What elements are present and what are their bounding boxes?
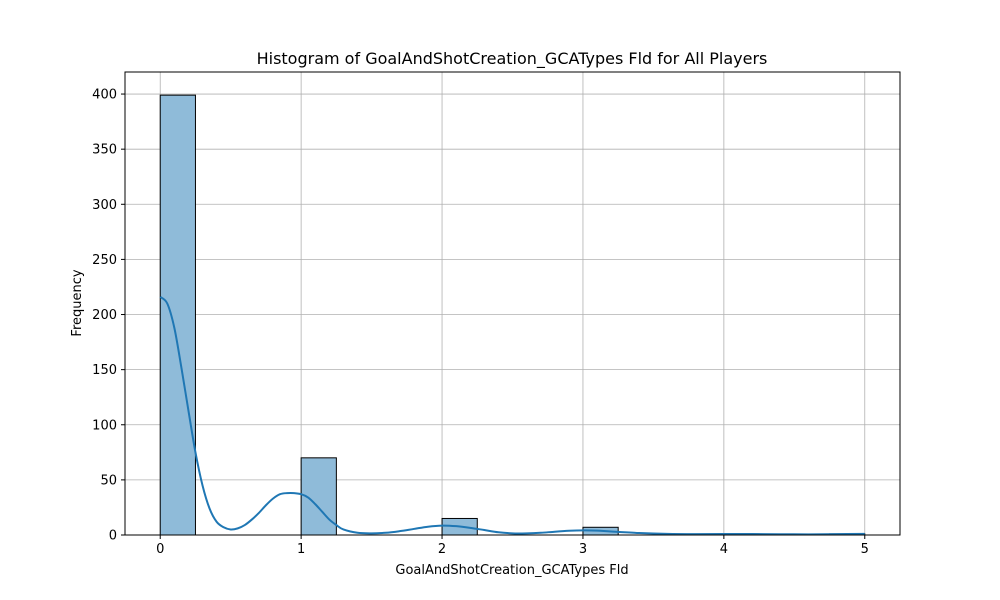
y-tick-label: 50 xyxy=(100,473,117,488)
y-tick-label: 150 xyxy=(92,363,117,378)
x-tick-label: 4 xyxy=(720,542,728,557)
y-tick-label: 200 xyxy=(92,308,117,323)
chart-title: Histogram of GoalAndShotCreation_GCAType… xyxy=(257,49,768,69)
x-axis-ticks: 0 1 2 3 4 5 xyxy=(156,535,869,557)
x-tick-label: 2 xyxy=(438,542,446,557)
y-tick-label: 400 xyxy=(92,88,117,103)
grid-lines xyxy=(125,72,900,536)
y-axis-ticks: 0 50 100 150 200 250 300 350 400 xyxy=(92,88,125,544)
y-tick-label: 300 xyxy=(92,198,117,213)
histogram-bar xyxy=(159,94,196,536)
y-axis-label: Frequency xyxy=(70,269,85,336)
x-tick-label: 0 xyxy=(156,542,164,557)
plot-frame xyxy=(124,71,901,536)
x-tick-label: 5 xyxy=(861,542,869,557)
y-tick-label: 100 xyxy=(92,418,117,433)
y-tick-label: 0 xyxy=(109,529,117,544)
y-tick-label: 250 xyxy=(92,253,117,268)
y-tick-label: 350 xyxy=(92,143,117,158)
x-tick-label: 1 xyxy=(297,542,305,557)
kde-curve xyxy=(159,296,865,536)
histogram-bars xyxy=(159,94,866,536)
x-tick-label: 3 xyxy=(579,542,587,557)
x-axis-label: GoalAndShotCreation_GCATypes Fld xyxy=(395,563,628,578)
